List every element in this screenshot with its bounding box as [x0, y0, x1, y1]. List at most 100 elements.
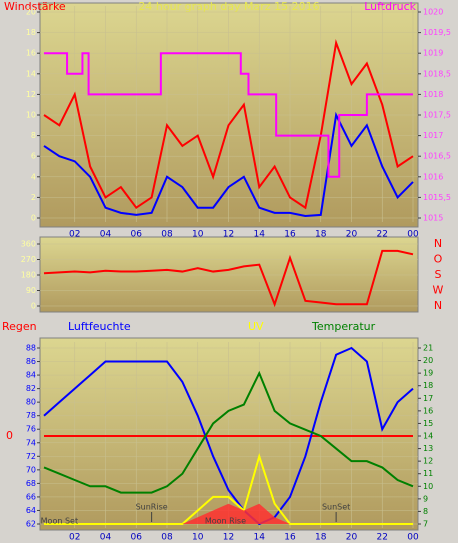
x-tick-label: 12	[223, 230, 234, 240]
x-tick-label: 04	[100, 230, 112, 240]
y2-tick-label: 1019,5	[423, 28, 451, 37]
x-tick-label: 12	[223, 533, 234, 543]
direction-label: W	[433, 284, 444, 297]
line	[43, 39, 414, 210]
y2-tick-label: 1018,5	[423, 69, 451, 78]
y-tick-label: 6	[31, 152, 36, 161]
line	[43, 370, 414, 494]
legend-label: Regen	[2, 320, 37, 333]
x-tick-label: 22	[377, 533, 388, 543]
legend-label: Temperatur	[311, 320, 376, 333]
y3-tick-label: 0	[6, 429, 13, 442]
x-tick-label: 22	[377, 230, 388, 240]
direction-label: N	[434, 237, 442, 250]
annotation: Moon Set	[41, 517, 78, 526]
x-tick-label: 20	[346, 230, 358, 240]
x-tick-label: 20	[346, 533, 358, 543]
y2-tick-label: 19	[423, 369, 433, 378]
x-tick-label: 10	[192, 230, 204, 240]
chart-title: 24 hour graph day Marz 15 2016	[138, 0, 319, 13]
x-tick-label: 02	[69, 230, 80, 240]
y-tick-label: 14	[26, 69, 36, 78]
line	[43, 111, 414, 217]
y-tick-label: 72	[26, 452, 36, 461]
y-tick-label: 8	[31, 131, 36, 140]
y2-tick-label: 7	[423, 520, 428, 529]
y-tick-label: 270	[21, 255, 36, 264]
line	[44, 52, 413, 178]
x-tick-label: 08	[161, 230, 173, 240]
y-tick-label: 78	[26, 411, 36, 420]
y-tick-label: 4	[31, 172, 36, 181]
y-tick-label: 88	[26, 344, 36, 353]
y2-tick-label: 1015	[423, 214, 443, 223]
line	[43, 249, 414, 308]
y-tick-label: 360	[21, 240, 36, 249]
y-tick-label: 68	[26, 479, 36, 488]
y-tick-label: 62	[26, 520, 36, 529]
annotation: Moon Rise	[205, 517, 246, 526]
annotation: SunSet	[322, 503, 350, 512]
y2-tick-label: 11	[423, 469, 433, 478]
y-tick-label: 84	[26, 371, 36, 380]
x-tick-label: 10	[192, 533, 204, 543]
x-tick-label: 16	[284, 230, 296, 240]
y-tick-label: 16	[26, 49, 36, 58]
x-tick-label: 14	[254, 230, 266, 240]
y2-tick-label: 13	[423, 444, 433, 453]
y2-tick-label: 1020	[423, 8, 443, 17]
y2-tick-label: 15	[423, 419, 433, 428]
y-tick-label: 82	[26, 384, 36, 393]
y-tick-label: 20	[26, 8, 36, 17]
legend-label: Luftfeuchte	[68, 320, 131, 333]
y2-tick-label: 16	[423, 406, 433, 415]
y-tick-label: 0	[31, 214, 36, 223]
y2-tick-label: 1018	[423, 90, 443, 99]
y2-tick-label: 1017	[423, 131, 443, 140]
y-tick-label: 0	[31, 302, 36, 311]
y-tick-label: 80	[26, 398, 36, 407]
y-tick-label: 2	[31, 193, 36, 202]
x-tick-label: 08	[161, 533, 173, 543]
annotation: SunRise	[136, 503, 168, 512]
y2-tick-label: 12	[423, 457, 433, 466]
x-tick-label: 02	[69, 533, 80, 543]
x-tick-label: 18	[315, 533, 327, 543]
y2-tick-label: 14	[423, 432, 433, 441]
line	[43, 346, 414, 526]
x-tick-label: 04	[100, 533, 112, 543]
y2-tick-label: 10	[423, 482, 433, 491]
y2-tick-label: 21	[423, 344, 433, 353]
y-tick-label: 76	[26, 425, 36, 434]
y-tick-label: 86	[26, 357, 36, 366]
panel	[39, 236, 419, 313]
y-tick-label: 90	[26, 286, 36, 295]
panel	[39, 337, 419, 531]
y-tick-label: 64	[26, 506, 36, 515]
y2-tick-label: 9	[423, 494, 428, 503]
x-tick-label: 06	[131, 230, 143, 240]
y2-tick-label: 1019	[423, 49, 443, 58]
y2-tick-label: 1015,5	[423, 193, 451, 202]
y-tick-label: 180	[21, 271, 36, 280]
y-tick-label: 18	[26, 28, 36, 37]
y2-axis-label: Luftdruck	[364, 0, 416, 13]
x-tick-label: 18	[315, 230, 327, 240]
direction-label: O	[434, 253, 443, 266]
direction-label: S	[435, 268, 442, 281]
y-tick-label: 12	[26, 90, 36, 99]
y-tick-label: 10	[26, 111, 36, 120]
y-tick-label: 70	[26, 465, 36, 474]
y-tick-label: 66	[26, 492, 36, 501]
area	[44, 503, 413, 524]
y2-tick-label: 17	[423, 394, 433, 403]
x-tick-label: 00	[407, 533, 419, 543]
y2-tick-label: 1016	[423, 172, 443, 181]
y2-tick-label: 20	[423, 356, 433, 365]
x-tick-label: 16	[284, 533, 296, 543]
legend-label: UV	[248, 320, 264, 333]
direction-label: N	[434, 299, 442, 312]
y2-tick-label: 8	[423, 507, 428, 516]
